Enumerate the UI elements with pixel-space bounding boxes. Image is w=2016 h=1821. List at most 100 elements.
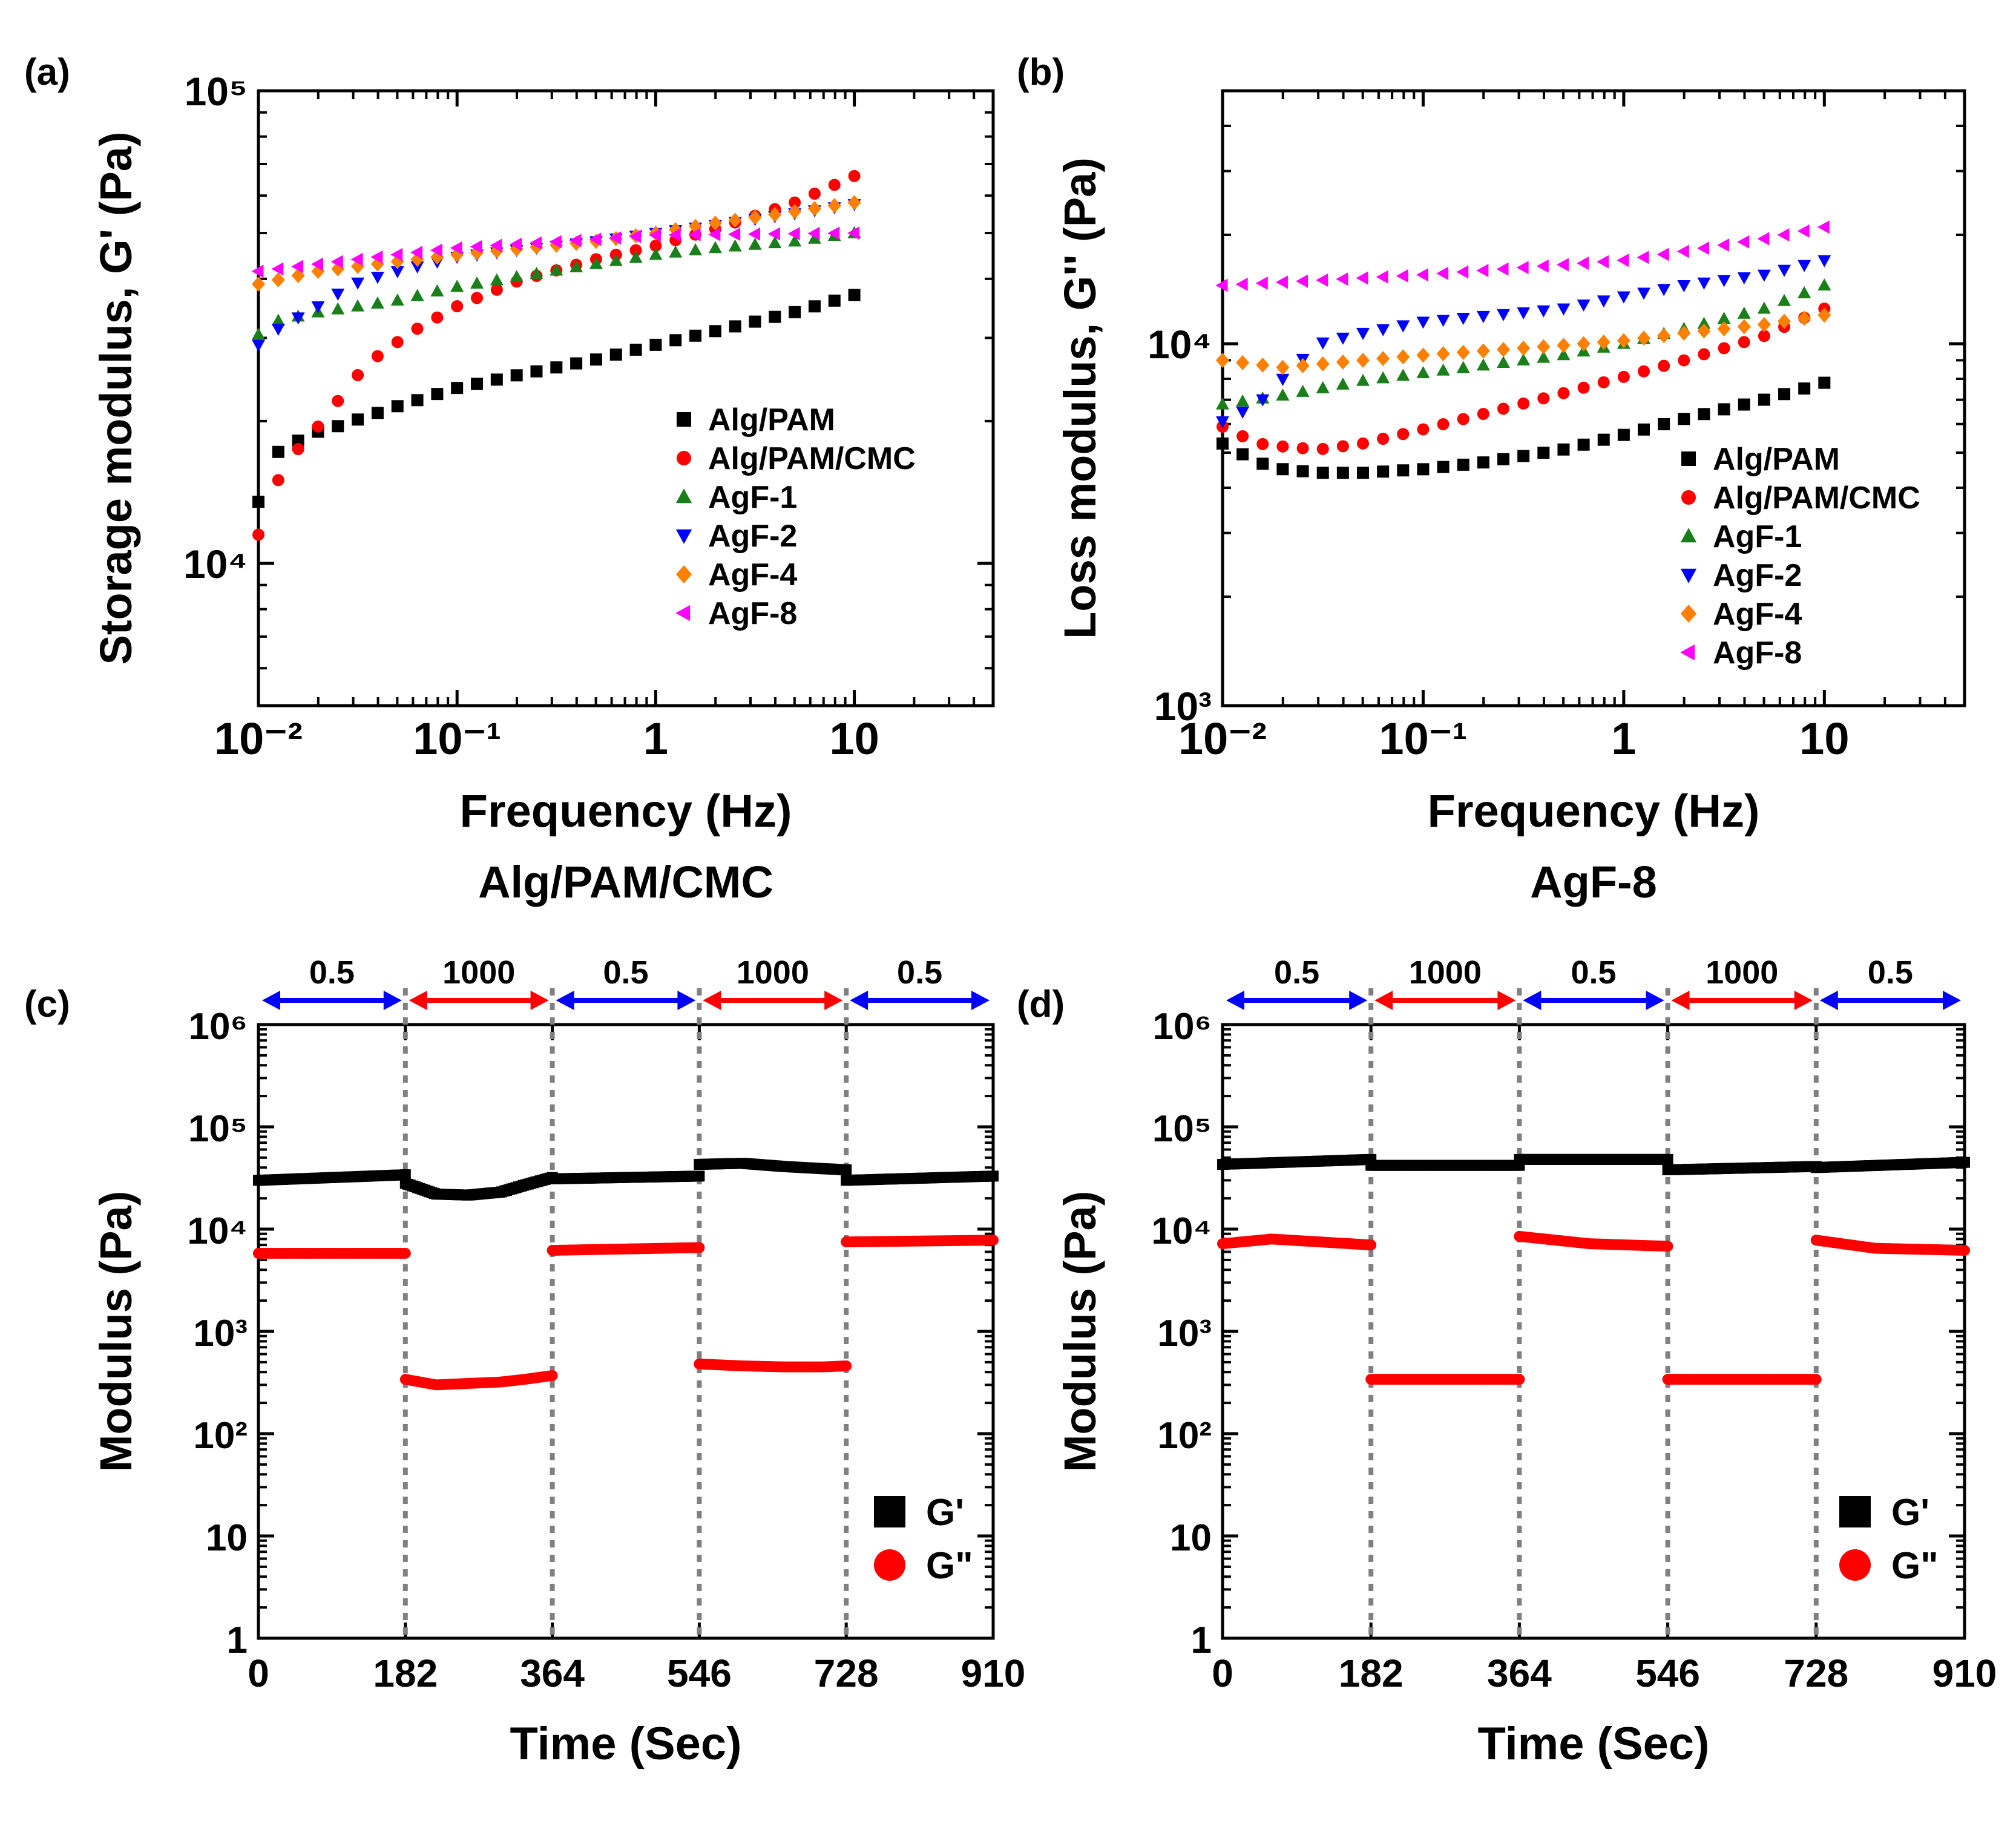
data-point — [1296, 274, 1308, 288]
panel-c: (c) 0 182 364 546 728 910 1 10 10² 10³ 10⁴ 10⁵ 10⁶ Tim… — [24, 857, 1025, 1770]
y-axis-label: Modulus (Pa) — [1055, 1191, 1105, 1472]
data-point — [470, 276, 484, 289]
data-point — [988, 1170, 999, 1182]
x-tick-label: 1 — [643, 714, 668, 764]
data-point — [609, 348, 622, 361]
data-point — [1778, 313, 1791, 329]
y-tick-label: 10² — [193, 1415, 248, 1457]
data-point — [410, 289, 424, 301]
data-point — [1376, 371, 1390, 384]
data-point — [1662, 1241, 1673, 1252]
data-point — [789, 306, 801, 318]
strain-arrow — [1374, 991, 1516, 1010]
data-point — [847, 226, 860, 240]
data-point — [1557, 387, 1570, 399]
data-point — [370, 250, 383, 264]
x-tick-label: 364 — [1487, 1652, 1552, 1695]
data-point — [789, 196, 801, 209]
legend-marker — [1839, 1496, 1871, 1527]
data-point — [1256, 394, 1270, 407]
data-point — [352, 413, 364, 426]
data-point — [648, 228, 661, 242]
data-point — [431, 388, 444, 401]
data-point — [430, 243, 442, 257]
data-point — [1597, 255, 1609, 269]
strain-label: 1000 — [442, 954, 515, 991]
data-point — [1757, 301, 1771, 314]
data-point — [411, 394, 424, 407]
data-point — [649, 248, 663, 260]
data-point — [1436, 363, 1450, 376]
data-point — [629, 229, 642, 243]
data-point — [1516, 261, 1529, 275]
data-point — [510, 270, 524, 283]
data-point — [351, 299, 365, 312]
y-tick-label: 10³ — [1154, 684, 1212, 729]
legend: G' G" — [1839, 1492, 1939, 1587]
data-point — [1236, 394, 1250, 407]
data-point — [1959, 1157, 1970, 1168]
data-point — [788, 204, 802, 220]
data-point — [352, 369, 364, 381]
data-point — [1256, 438, 1269, 450]
data-point — [370, 272, 384, 284]
plot-frame — [1221, 89, 1966, 707]
data-point — [530, 266, 543, 279]
data-point — [1818, 376, 1831, 389]
data-point — [1236, 448, 1249, 461]
data-point — [1275, 275, 1288, 289]
data-point — [399, 1247, 411, 1259]
legend-marker — [1839, 1549, 1871, 1581]
data-point — [1517, 307, 1531, 320]
series-agf-8 — [1215, 220, 1830, 292]
data-point — [1536, 259, 1549, 273]
data-point — [1357, 437, 1370, 450]
data-point — [1497, 355, 1511, 368]
data-point — [351, 277, 365, 290]
y-tick-label: 10⁶ — [1152, 1006, 1212, 1048]
y-axis-label: Storage modulus, G' (Pa) — [91, 131, 141, 664]
series-agf-4 — [1216, 307, 1831, 375]
data-point — [272, 445, 284, 458]
legend-marker — [675, 565, 692, 583]
data-point — [1397, 464, 1410, 477]
strain-arrow — [556, 991, 696, 1010]
data-point — [1377, 433, 1390, 445]
data-point — [1656, 248, 1669, 261]
data-point — [1365, 1239, 1377, 1251]
data-point — [728, 212, 742, 228]
data-point — [1717, 321, 1731, 336]
data-point — [252, 327, 265, 340]
data-point — [708, 241, 722, 254]
series-g- — [1217, 1153, 1970, 1176]
legend-label: G" — [926, 1545, 973, 1587]
legend-label: Alg/PAM — [1713, 442, 1840, 477]
legend-marker — [675, 488, 692, 504]
data-point — [1617, 428, 1630, 441]
x-tick-label: 910 — [961, 1652, 1026, 1695]
data-point — [1437, 461, 1450, 473]
series-alg-pam — [252, 289, 861, 508]
data-point — [332, 420, 344, 433]
data-point — [569, 234, 582, 248]
x-tick-label: 728 — [814, 1652, 879, 1695]
legend-label: AgF-8 — [1713, 635, 1802, 671]
data-point — [1416, 366, 1430, 378]
data-point — [1537, 447, 1550, 459]
data-point — [530, 365, 543, 378]
data-point — [1697, 277, 1711, 290]
data-point — [1235, 277, 1248, 291]
data-point — [668, 228, 681, 242]
strain-arrow — [850, 991, 990, 1010]
data-point — [694, 1242, 705, 1253]
data-point — [1376, 270, 1388, 284]
data-point — [1477, 407, 1489, 420]
data-point — [1417, 423, 1430, 436]
x-tick-label: 546 — [1635, 1652, 1700, 1695]
data-point — [1537, 392, 1550, 405]
data-point — [1717, 312, 1731, 324]
strain-arrow — [1819, 991, 1961, 1010]
data-point — [1396, 269, 1408, 283]
data-point — [391, 400, 404, 413]
data-point — [1798, 286, 1811, 298]
